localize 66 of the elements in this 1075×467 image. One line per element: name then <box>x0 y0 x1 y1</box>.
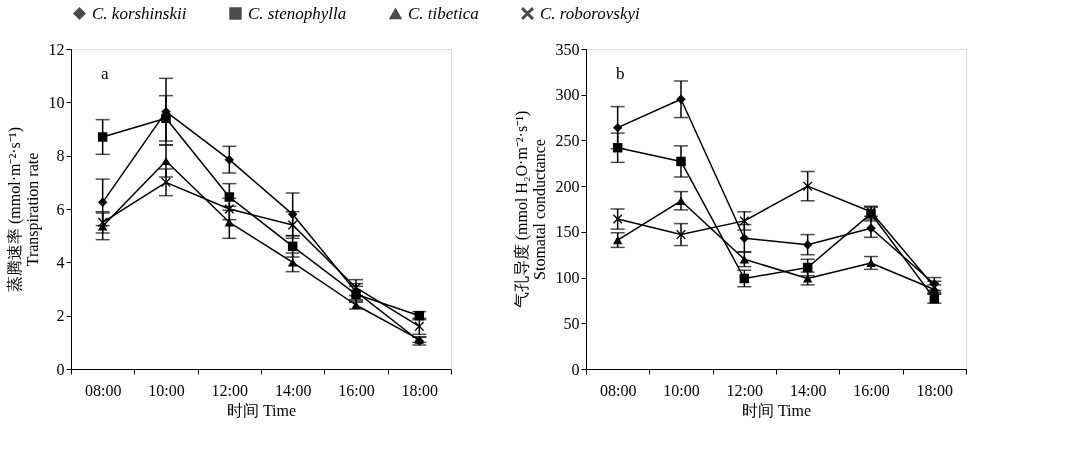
y-tick-label: 6 <box>56 200 65 218</box>
point <box>802 181 813 191</box>
y-tick-label: 50 <box>563 314 580 332</box>
y-tick-label: 250 <box>555 131 580 149</box>
point <box>739 216 750 226</box>
y-tick-label: 300 <box>555 86 580 104</box>
x-tick-label: 18:00 <box>401 381 439 399</box>
y-tick-label: 0 <box>571 360 580 378</box>
y-tick-label: 4 <box>56 253 65 271</box>
point <box>739 233 750 243</box>
point <box>97 132 108 142</box>
legend-label: C. korshinskii <box>92 3 187 23</box>
point <box>224 154 235 165</box>
y-tick-label: 2 <box>56 307 65 325</box>
y-axis-title: 蒸腾速率 (mmol·m⁻²·s⁻¹) Transpiration rate <box>5 127 42 292</box>
x-tick-label: 16:00 <box>853 381 890 399</box>
y-tick-label: 12 <box>48 40 65 58</box>
point <box>161 156 171 166</box>
x-tick-label: 08:00 <box>84 381 122 399</box>
point <box>224 192 235 202</box>
point <box>287 241 298 252</box>
legend-label: C. tibetica <box>408 3 479 23</box>
point <box>224 204 235 214</box>
x-tick-label: 14:00 <box>274 381 312 399</box>
point <box>224 218 235 227</box>
x-tick-label: 10:00 <box>148 381 185 399</box>
point <box>97 197 108 208</box>
point <box>676 196 686 205</box>
point <box>676 94 686 105</box>
y-tick-label: 8 <box>56 147 65 165</box>
x-tick-label: 10:00 <box>663 381 700 399</box>
point <box>161 113 171 124</box>
point <box>161 177 171 188</box>
point <box>612 122 623 133</box>
point <box>676 156 686 167</box>
x-tick-label: 18:00 <box>916 381 954 399</box>
x-tick-label: 08:00 <box>599 381 637 399</box>
x-tick-label: 14:00 <box>789 381 827 399</box>
x-tick-label: 12:00 <box>211 381 249 399</box>
point <box>739 273 750 284</box>
point <box>612 214 623 224</box>
annotation: b <box>616 64 625 83</box>
point <box>287 258 298 267</box>
y-tick-label: 150 <box>555 223 580 241</box>
point <box>676 229 686 240</box>
annotation: a <box>101 64 109 83</box>
x-axis-title: 时间 Time <box>226 401 297 419</box>
y-tick-label: 350 <box>555 40 580 58</box>
y-tick-label: 100 <box>555 269 580 287</box>
legend-label: C. roborovskyi <box>540 3 641 23</box>
point <box>739 255 750 264</box>
point <box>802 262 813 273</box>
point <box>351 282 361 293</box>
x-tick-label: 16:00 <box>338 381 375 399</box>
point <box>287 209 298 220</box>
point <box>612 143 623 153</box>
y-tick-label: 200 <box>555 177 580 195</box>
y-tick-label: 0 <box>56 360 65 378</box>
point <box>802 239 813 250</box>
point <box>612 235 623 245</box>
x-axis-title: 时间 Time <box>741 401 812 419</box>
point <box>287 220 298 230</box>
x-tick-label: 12:00 <box>726 381 764 399</box>
y-tick-label: 10 <box>48 93 65 111</box>
y-axis-title: 气孔导度 (mmol H₂O·m⁻²·s⁻¹) Stomatal conductance <box>512 110 548 309</box>
legend-label: C. stenophylla <box>248 3 347 23</box>
